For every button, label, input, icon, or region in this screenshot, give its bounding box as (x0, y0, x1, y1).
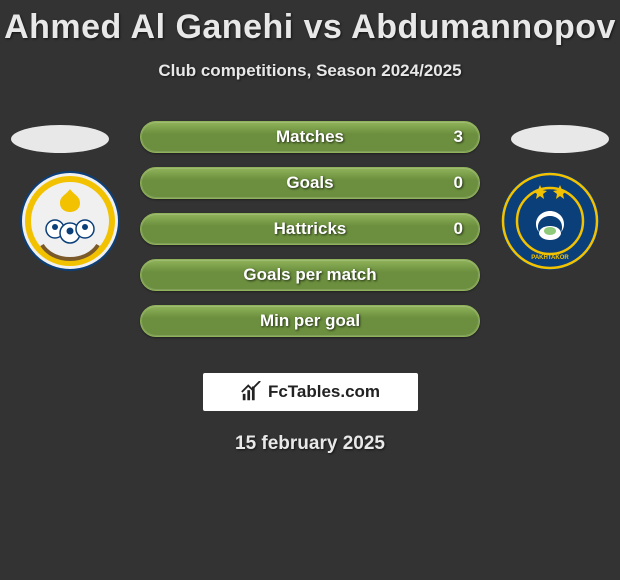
crest-right: PAKHTAKOR (500, 171, 600, 271)
stat-bar-goals: Goals 0 (140, 167, 480, 199)
stat-label: Goals per match (243, 265, 376, 285)
stat-bar-min-per-goal: Min per goal (140, 305, 480, 337)
svg-text:PAKHTAKOR: PAKHTAKOR (531, 255, 569, 261)
crest-left (20, 171, 120, 271)
player-left-ellipse (11, 125, 109, 153)
watermark-text: FcTables.com (268, 382, 380, 402)
stat-bars: Matches 3 Goals 0 Hattricks 0 Goals per … (140, 121, 480, 351)
watermark: FcTables.com (203, 373, 418, 411)
stat-value: 0 (454, 173, 463, 193)
date-text: 15 february 2025 (0, 433, 620, 455)
chart-icon (240, 381, 262, 403)
stat-label: Goals (286, 173, 333, 193)
stat-value: 3 (454, 127, 463, 147)
stat-bar-hattricks: Hattricks 0 (140, 213, 480, 245)
stat-label: Hattricks (274, 219, 347, 239)
stat-label: Matches (276, 127, 344, 147)
subtitle: Club competitions, Season 2024/2025 (0, 61, 620, 81)
player-right-ellipse (511, 125, 609, 153)
stat-bar-matches: Matches 3 (140, 121, 480, 153)
page-title: Ahmed Al Ganehi vs Abdumannopov (0, 0, 620, 47)
comparison-area: PAKHTAKOR Matches 3 Goals 0 Hattricks 0 … (0, 121, 620, 361)
stat-value: 0 (454, 219, 463, 239)
stat-bar-goals-per-match: Goals per match (140, 259, 480, 291)
stat-label: Min per goal (260, 311, 360, 331)
